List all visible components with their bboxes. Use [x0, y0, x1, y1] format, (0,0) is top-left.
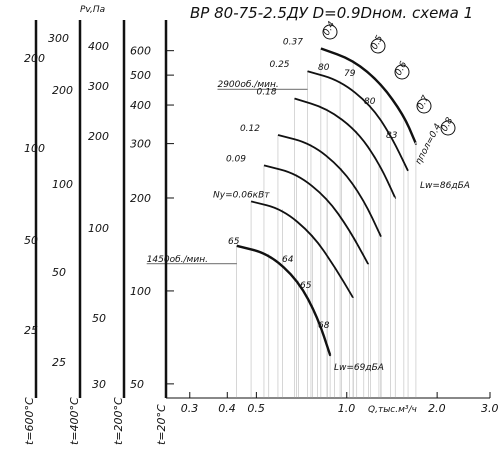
- performance-curve: [250, 200, 354, 299]
- noise-value: 83: [386, 131, 398, 141]
- noise-value: 80: [318, 63, 330, 73]
- x-tick-label: 2.0: [428, 402, 446, 415]
- side-tick: 100: [24, 142, 45, 155]
- side-tick: 400: [88, 40, 109, 53]
- side-tick: 30: [92, 378, 106, 391]
- power-label: 0.25: [269, 60, 289, 70]
- side-tick: 300: [88, 80, 109, 93]
- y-ticks: 50 100 200 300 400 500 600: [130, 45, 174, 391]
- y-tick-label: 300: [130, 138, 151, 151]
- main-axis-temp-label: t=20°C: [155, 404, 168, 445]
- power-label: 0.37: [283, 37, 303, 47]
- side-tick: 200: [24, 52, 45, 65]
- performance-curve: [294, 97, 397, 199]
- speed-label: 2900об./мин.: [217, 80, 278, 90]
- side-scale-label: t=200°C: [112, 397, 125, 445]
- chart-title: ВР 80-75-2.5ДУ D=0.9Dном. схема 1: [190, 4, 473, 22]
- side-tick: 300: [48, 32, 69, 45]
- x-tick-label: 1.0: [338, 402, 356, 415]
- noise-value: 65: [300, 281, 312, 291]
- side-scale-200: 400 300 200 100 50 30 t=200°C: [88, 20, 126, 445]
- efficiency-marker: [322, 24, 338, 40]
- x-axis-label: Q,тыс.м³/ч: [368, 405, 417, 415]
- speed-label: 1450об./мин.: [147, 255, 208, 265]
- y-tick-label: 100: [130, 285, 151, 298]
- side-tick: 25: [24, 324, 38, 337]
- side-tick: 50: [92, 312, 106, 325]
- side-scale-label: t=600°C: [23, 397, 36, 445]
- side-tick: 200: [52, 84, 73, 97]
- side-tick: 50: [52, 266, 66, 279]
- efficiency-value: 0.6: [394, 60, 410, 78]
- side-scale-400: 300 200 100 50 25 t=400°C: [48, 20, 82, 445]
- side-tick: 50: [24, 234, 38, 247]
- noise-level-low: Lw=69дБА: [334, 363, 384, 373]
- noise-value: 79: [344, 69, 356, 79]
- x-tick-label: 3.0: [481, 402, 499, 415]
- efficiency-marker: [440, 120, 456, 136]
- y-tick-label: 500: [130, 69, 151, 82]
- efficiency-value: 0.8: [440, 116, 456, 134]
- side-scale-label: t=400°C: [68, 397, 81, 445]
- performance-curve: [263, 164, 370, 265]
- performance-curve: [320, 47, 418, 145]
- side-tick: 100: [52, 178, 73, 191]
- power-label: 0.12: [240, 124, 260, 134]
- power-label: Ny=0.06кВт: [213, 190, 270, 200]
- noise-level-high: Lw=86дБА: [420, 181, 470, 191]
- performance-curve: [236, 244, 332, 357]
- y-axis-label: Pv,Па: [80, 5, 105, 15]
- noise-value: 64: [282, 255, 294, 265]
- noise-value: 80: [364, 97, 376, 107]
- side-scale-600: 200 100 50 25 t=600°C: [23, 20, 45, 445]
- efficiency-value: 0.4: [322, 20, 338, 38]
- performance-curve: [307, 70, 409, 172]
- performance-curves: [236, 47, 418, 357]
- curve-labels: 0.37 0.25 2900об./мин.0.18 0.12 0.09 Ny=0.06к…: [146, 37, 308, 265]
- noise-value: 65: [228, 237, 240, 247]
- side-tick: 25: [52, 356, 66, 369]
- chart-title-group: ВР 80-75-2.5ДУ D=0.9Dном. схема 1: [190, 4, 473, 22]
- efficiency-marker: [416, 98, 432, 114]
- efficiency-value: 0.7: [416, 94, 432, 112]
- power-label: 0.18: [257, 87, 277, 97]
- efficiency-marker: [370, 38, 386, 54]
- x-tick-label: 0.5: [247, 402, 264, 415]
- x-tick-label: 0.4: [218, 402, 236, 415]
- side-tick: 100: [88, 222, 109, 235]
- x-ticks: 0.3 0.4 0.5 1.0 2.0 3.0: [181, 392, 499, 415]
- performance-curve: [277, 134, 382, 237]
- efficiency-marker: [394, 64, 410, 80]
- power-label: 0.09: [226, 154, 246, 164]
- plot-frame: t=20°C: [155, 20, 490, 445]
- efficiency-value: 0.5: [370, 34, 386, 52]
- noise-value: 68: [318, 321, 330, 331]
- side-tick: 200: [88, 130, 109, 143]
- y-tick-label: 400: [130, 99, 151, 112]
- y-tick-label: 600: [130, 45, 151, 58]
- y-tick-label: 50: [130, 378, 144, 391]
- x-tick-label: 0.3: [181, 402, 199, 415]
- y-tick-label: 200: [130, 192, 151, 205]
